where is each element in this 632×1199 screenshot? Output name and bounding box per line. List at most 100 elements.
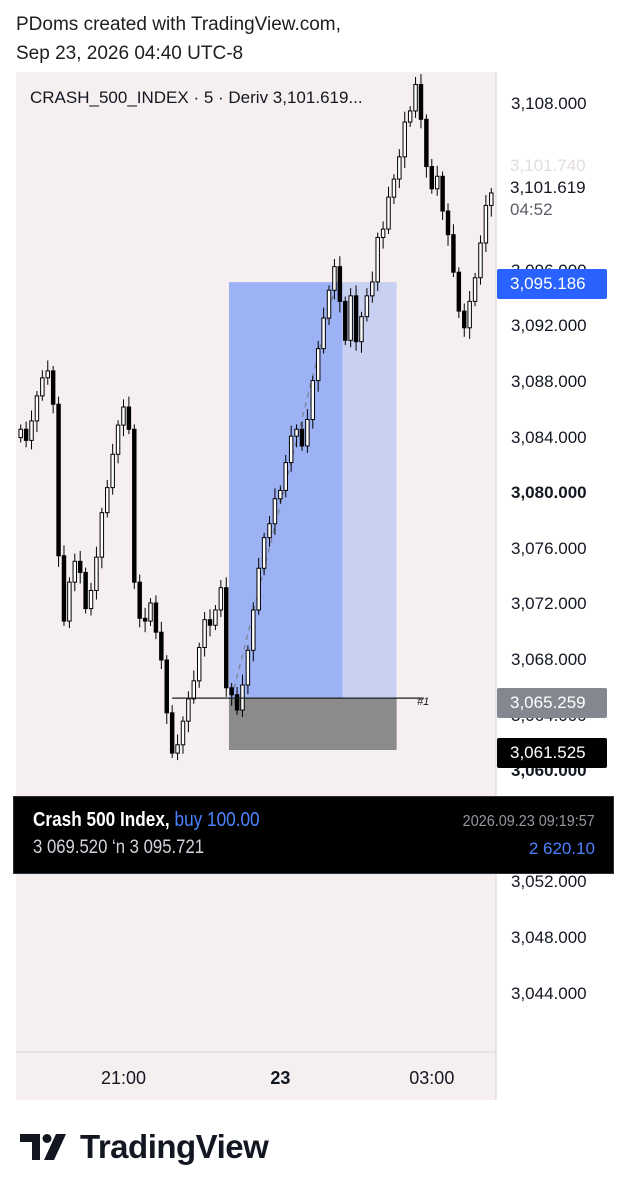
candle <box>196 646 202 682</box>
last-price-ghost: 3,101.740 <box>510 156 586 175</box>
candle <box>94 556 99 592</box>
candle <box>213 609 218 626</box>
candle <box>288 435 294 464</box>
price-tick-label: 3,108.000 <box>511 94 587 113</box>
candle <box>23 428 29 441</box>
candle <box>18 428 23 439</box>
bar-countdown: 04:52 <box>510 200 553 219</box>
candle <box>153 602 159 633</box>
candle <box>164 659 169 714</box>
candle <box>132 428 137 583</box>
candle <box>121 406 126 426</box>
candle <box>72 560 78 583</box>
last-price: 3,101.619 <box>510 178 586 197</box>
trade-info-panel: Crash 500 Index, buy 100.00 3 069.520 ‘n… <box>13 796 614 874</box>
chart-plot[interactable] <box>16 72 616 1100</box>
candle <box>456 271 462 312</box>
price-tick-label: 3,052.000 <box>511 872 587 892</box>
candle <box>83 571 88 610</box>
chart-pane[interactable] <box>16 72 616 1100</box>
price-tick-label: 3,044.000 <box>511 983 587 1003</box>
price-tick-label: 3,048.000 <box>511 928 587 947</box>
trade-direction: buy 100.00 <box>174 809 260 831</box>
candle <box>251 609 256 651</box>
profit-zone-extension <box>342 282 397 699</box>
brand-name: TradingView <box>80 1128 269 1165</box>
candle <box>348 295 353 341</box>
candle <box>148 602 153 622</box>
candle <box>105 487 110 514</box>
candle <box>294 428 299 437</box>
price-tick-label: 3,080.000 <box>511 483 587 503</box>
candle <box>202 619 207 648</box>
time-tick-label: 21:00 <box>100 1068 147 1088</box>
price-tick-label: 3,088.000 <box>511 372 587 391</box>
candle <box>397 156 402 180</box>
stop-price-tag: 3,061.525 <box>497 738 607 768</box>
candle <box>45 370 50 379</box>
position-marker-label: #1 <box>417 696 430 708</box>
candle <box>326 289 332 319</box>
price-scale-area <box>496 72 616 1100</box>
candle <box>402 121 407 158</box>
candle <box>29 420 34 441</box>
candle <box>413 84 418 112</box>
candle <box>353 295 359 343</box>
time-tick-label: 23 <box>270 1068 291 1088</box>
candle <box>261 537 267 569</box>
candle <box>191 680 197 700</box>
candle <box>418 84 424 120</box>
author-line: PDoms created with TradingView.com, <box>16 14 341 35</box>
candle <box>391 178 397 198</box>
tradingview-logo[interactable]: TradingView <box>20 1128 269 1166</box>
time-tick-label: 03:00 <box>409 1068 455 1088</box>
candle <box>364 295 370 318</box>
candle <box>424 118 429 168</box>
stop-zone <box>228 698 397 751</box>
candle <box>310 380 316 421</box>
last-price-tag: 3,101.740 3,101.619 04:52 <box>497 152 607 234</box>
candle <box>337 266 343 302</box>
candle <box>34 395 40 422</box>
candle <box>478 242 483 279</box>
candle <box>380 228 386 238</box>
candle <box>440 175 445 212</box>
candle <box>375 236 380 283</box>
candle <box>180 720 186 746</box>
candle <box>40 377 45 397</box>
candle <box>445 210 451 236</box>
take-profit-price-tag: 3,095.186 <box>497 269 607 299</box>
trade-profit: 2 620.10 <box>528 839 595 858</box>
trade-time: 2026.09.23 09:19:57 <box>462 813 595 830</box>
candle <box>88 590 94 610</box>
candle <box>186 698 191 722</box>
candle <box>50 370 56 405</box>
candle <box>370 281 375 297</box>
candle <box>169 712 175 754</box>
price-tick-label: 3,084.000 <box>511 427 587 447</box>
candle <box>343 300 348 341</box>
candle <box>272 498 278 525</box>
candle <box>61 555 67 622</box>
candle <box>467 300 472 329</box>
candle <box>99 512 105 558</box>
candle <box>489 192 494 206</box>
trade-title: Crash 500 Index, buy 100.00 <box>33 809 260 832</box>
candle <box>407 110 413 123</box>
candle <box>386 196 391 230</box>
candle <box>299 428 305 447</box>
candle <box>472 277 478 302</box>
candle <box>332 266 337 291</box>
symbol-legend[interactable]: CRASH_500_INDEX · 5 · Deriv 3,101.619... <box>30 88 363 107</box>
date-line: Sep 23, 2026 04:40 UTC-8 <box>16 43 244 64</box>
candle <box>283 462 288 491</box>
candle <box>110 453 115 489</box>
tradingview-logo-icon <box>20 1134 66 1160</box>
candle <box>229 687 234 696</box>
trade-prices: 3 069.520 ‘n 3 095.721 <box>33 837 205 858</box>
candle <box>126 406 132 430</box>
candle <box>77 560 83 573</box>
candle <box>218 587 224 611</box>
candle <box>159 631 164 661</box>
candle <box>207 619 213 626</box>
